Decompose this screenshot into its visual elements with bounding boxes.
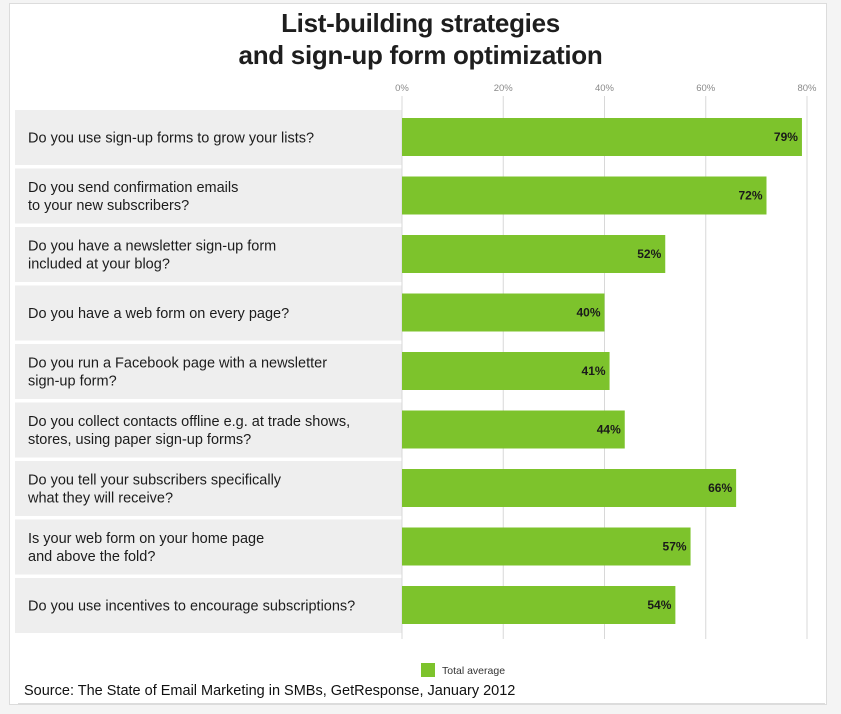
data-label: 41% <box>582 364 606 378</box>
data-label: 72% <box>738 189 762 203</box>
source-note: Source: The State of Email Marketing in … <box>24 683 516 699</box>
category-label: to your new subscribers? <box>28 198 189 214</box>
bar <box>402 352 610 390</box>
data-label: 57% <box>663 540 687 554</box>
data-label: 54% <box>647 598 671 612</box>
category-label: Do you run a Facebook page with a newsle… <box>28 356 327 372</box>
legend-swatch <box>421 663 435 677</box>
category-row-background <box>15 285 402 341</box>
bar <box>402 118 802 156</box>
category-row-background <box>15 461 402 516</box>
bar <box>402 293 605 332</box>
category-label: Do you send confirmation emails <box>28 180 238 196</box>
category-label: sign-up form? <box>28 374 117 390</box>
bar <box>402 410 625 449</box>
category-row-background <box>15 344 402 399</box>
x-tick-label: 0% <box>395 83 409 94</box>
data-label: 44% <box>597 423 621 437</box>
category-label: what they will receive? <box>27 491 173 507</box>
data-label: 40% <box>576 306 600 320</box>
category-label: Is your web form on your home page <box>28 531 264 547</box>
chart-title: List-building strategies and sign-up for… <box>0 7 841 71</box>
category-label: Do you use incentives to encourage subsc… <box>28 599 355 615</box>
category-row-background <box>15 578 402 633</box>
bar <box>402 176 767 215</box>
bar <box>402 469 737 507</box>
chart-title-line-1: List-building strategies <box>281 8 560 38</box>
category-row-background <box>15 110 402 165</box>
bottom-divider <box>18 703 825 704</box>
chart-title-line-2: and sign-up form optimization <box>238 40 603 70</box>
x-tick-label: 40% <box>595 83 615 94</box>
category-label: Do you collect contacts offline e.g. at … <box>28 414 350 430</box>
category-row-background <box>15 227 402 282</box>
bar <box>402 586 676 624</box>
category-label: Do you have a newsletter sign-up form <box>28 239 276 255</box>
category-row-background <box>15 519 402 575</box>
category-label: Do you use sign-up forms to grow your li… <box>28 131 314 147</box>
category-label: Do you tell your subscribers specificall… <box>28 473 282 489</box>
x-tick-label: 20% <box>494 83 514 94</box>
category-label: Do you have a web form on every page? <box>28 306 289 322</box>
data-label: 52% <box>637 247 661 261</box>
category-row-background <box>15 168 402 224</box>
data-label: 79% <box>774 130 798 144</box>
bar <box>402 527 691 566</box>
legend-label: Total average <box>442 665 505 677</box>
category-label: stores, using paper sign-up forms? <box>28 432 251 448</box>
category-row-background <box>15 402 402 458</box>
bar <box>402 235 666 273</box>
category-label: and above the fold? <box>28 549 155 565</box>
category-label: included at your blog? <box>28 257 170 273</box>
data-label: 66% <box>708 481 732 495</box>
x-tick-label: 80% <box>797 83 817 94</box>
x-tick-label: 60% <box>696 83 716 94</box>
